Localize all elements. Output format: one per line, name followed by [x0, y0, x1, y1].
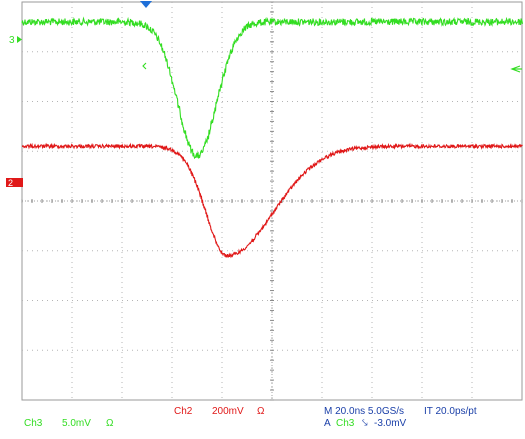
trigger-level-readout: -3.0mV	[374, 418, 407, 429]
graticule-grid	[21, 1, 523, 401]
ch2-reference-label: 2	[8, 178, 13, 188]
ch3-coupling: Ω	[106, 418, 114, 429]
down-triangle-icon[interactable]	[140, 1, 152, 8]
waveform-traces	[21, 16, 524, 259]
falling-edge-icon: ⤥	[362, 418, 368, 429]
ch2-reference-box	[6, 178, 23, 187]
trigger-prefix: A	[324, 418, 331, 429]
interpolation-readout: IT 20.0ps/pt	[424, 406, 477, 417]
ch2-coupling: Ω	[257, 406, 265, 417]
trace-trigger-marker-icon	[142, 62, 147, 70]
ch2-reference-marker[interactable]: 2	[6, 178, 23, 188]
ch3-label: Ch3	[24, 418, 43, 429]
timebase-readout: M 20.0ns 5.0GS/s	[324, 406, 405, 417]
ch2-label: Ch2	[174, 406, 193, 417]
trigger-source: Ch3	[336, 418, 355, 429]
ch3-waveform	[21, 16, 524, 160]
ch2-waveform	[22, 142, 523, 259]
ch3-reference-label: 3	[9, 35, 15, 46]
ch3-reference-marker[interactable]: 3	[9, 35, 22, 46]
ch3-reference-arrow-icon	[17, 36, 22, 43]
ch3-scale: 5.0mV	[62, 418, 91, 429]
trigger-level-marker[interactable]	[510, 65, 522, 73]
ch2-scale: 200mV	[212, 406, 244, 417]
